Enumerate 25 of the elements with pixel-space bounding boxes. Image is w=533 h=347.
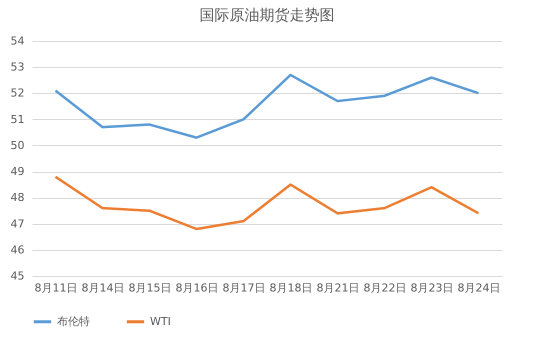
x-tick-label: 8月18日 <box>270 282 312 294</box>
y-tick-label: 48 <box>10 191 24 204</box>
line-series <box>54 176 480 230</box>
x-tick-label: 8月21日 <box>316 282 360 294</box>
legend-label: WTI <box>150 314 171 328</box>
y-tick-label: 47 <box>10 217 24 230</box>
x-tick-label: 8月17日 <box>222 282 266 294</box>
y-tick-label: 53 <box>10 60 24 74</box>
y-tick-label: 46 <box>10 243 24 256</box>
y-tick-label: 45 <box>10 270 24 282</box>
x-tick-label: 8月24日 <box>458 282 500 294</box>
y-tick-label: 52 <box>10 86 24 100</box>
x-tick-label: 8月14日 <box>82 282 124 294</box>
x-tick-label: 8月23日 <box>410 282 454 294</box>
x-tick-label: 8月22日 <box>364 282 406 294</box>
y-tick-label: 51 <box>10 112 24 126</box>
y-tick-label: 50 <box>10 138 24 152</box>
x-tick-label: 8月11日 <box>34 282 78 294</box>
y-tick-label: 54 <box>10 34 24 48</box>
line-series <box>54 74 480 139</box>
legend-label: 布伦特 <box>57 314 90 328</box>
x-tick-label: 8月15日 <box>128 282 172 294</box>
x-tick-label: 8月16日 <box>176 282 218 294</box>
chart-title: 国际原油期货走势图 <box>200 6 334 24</box>
y-tick-label: 49 <box>10 165 24 178</box>
